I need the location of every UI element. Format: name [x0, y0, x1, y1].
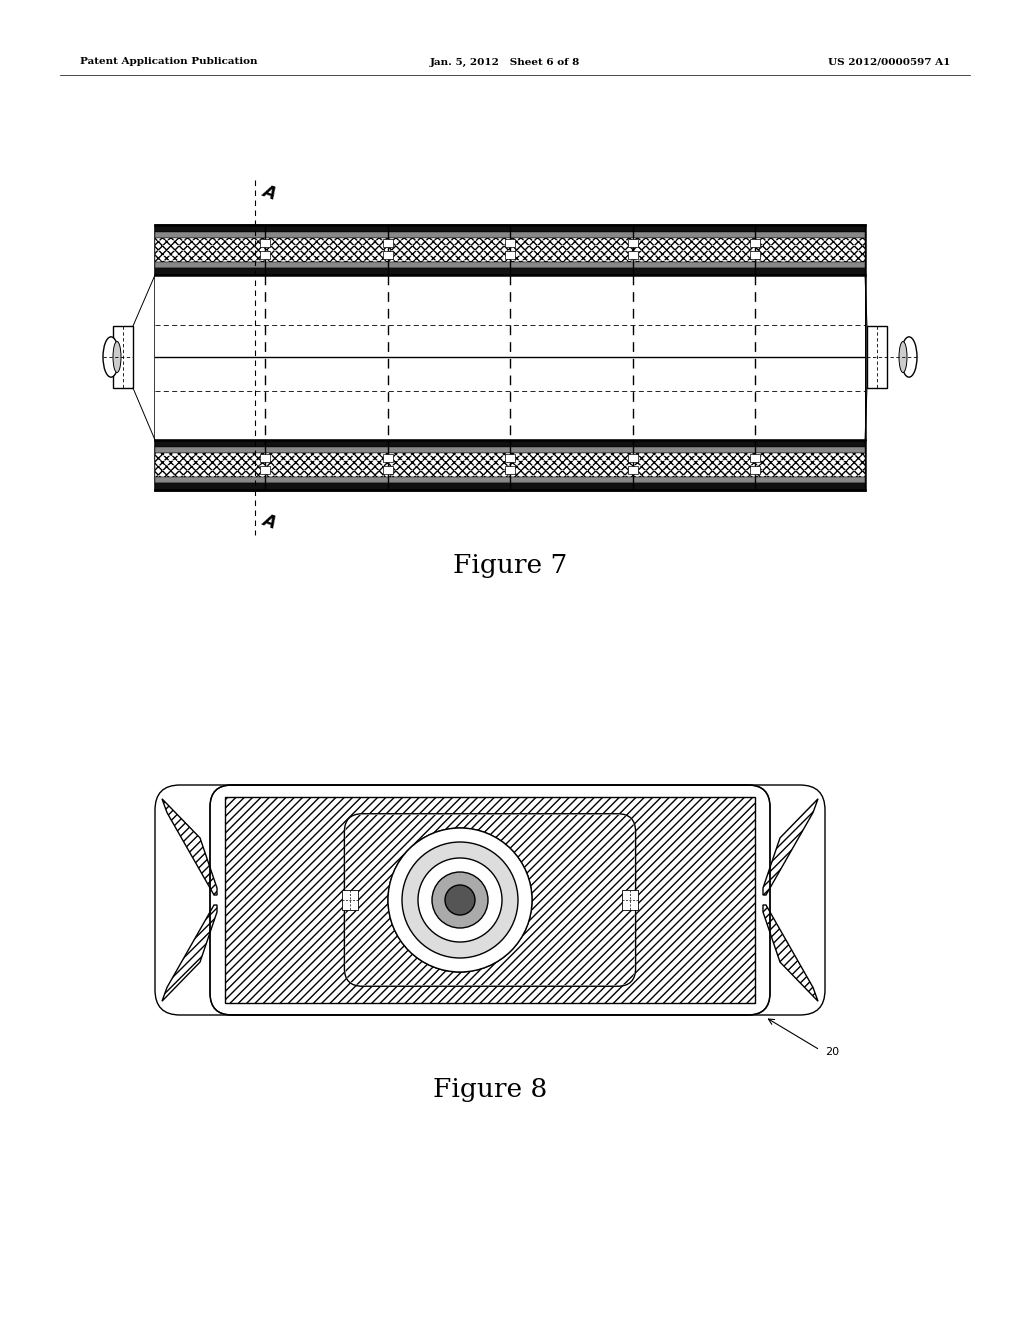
Bar — [505, 239, 515, 247]
Text: Jan. 5, 2012   Sheet 6 of 8: Jan. 5, 2012 Sheet 6 of 8 — [430, 58, 581, 66]
Bar — [113, 326, 133, 388]
Polygon shape — [763, 906, 818, 1001]
Bar — [342, 890, 358, 909]
Bar — [750, 454, 760, 462]
Bar — [505, 466, 515, 474]
Ellipse shape — [901, 337, 918, 378]
Bar — [155, 440, 865, 447]
Bar — [383, 239, 392, 247]
Circle shape — [402, 842, 518, 958]
Circle shape — [445, 884, 475, 915]
Bar — [155, 232, 865, 238]
Bar — [505, 454, 515, 462]
Bar — [628, 251, 638, 259]
Bar — [155, 261, 865, 268]
Text: A: A — [260, 511, 279, 533]
Bar — [260, 454, 270, 462]
Circle shape — [418, 858, 502, 942]
Bar — [383, 454, 392, 462]
Text: Figure 8: Figure 8 — [433, 1077, 547, 1102]
Ellipse shape — [899, 342, 907, 372]
Polygon shape — [763, 799, 818, 895]
Bar — [155, 238, 865, 261]
Bar — [628, 239, 638, 247]
Text: Figure 7: Figure 7 — [453, 553, 567, 578]
Bar — [155, 453, 865, 477]
Bar — [155, 268, 865, 275]
Polygon shape — [162, 799, 217, 895]
Bar — [750, 239, 760, 247]
Text: Patent Application Publication: Patent Application Publication — [80, 58, 257, 66]
Bar — [750, 251, 760, 259]
Bar — [750, 466, 760, 474]
Bar — [260, 466, 270, 474]
Ellipse shape — [103, 337, 119, 378]
Text: 20: 20 — [825, 1047, 839, 1057]
Circle shape — [402, 842, 518, 958]
Circle shape — [432, 873, 488, 928]
Bar — [155, 275, 865, 440]
FancyBboxPatch shape — [155, 785, 825, 1015]
Bar — [383, 466, 392, 474]
Circle shape — [418, 858, 502, 942]
Circle shape — [432, 873, 488, 928]
Bar — [867, 326, 887, 388]
Bar — [628, 454, 638, 462]
Polygon shape — [162, 906, 217, 1001]
Ellipse shape — [113, 342, 121, 372]
Bar — [155, 483, 865, 490]
Bar — [622, 890, 638, 909]
Bar — [155, 224, 865, 232]
Bar — [260, 239, 270, 247]
Bar — [155, 477, 865, 483]
Bar — [155, 224, 865, 490]
Bar — [383, 251, 392, 259]
Bar — [505, 251, 515, 259]
Bar — [155, 453, 865, 477]
Text: A: A — [260, 182, 279, 203]
Text: US 2012/0000597 A1: US 2012/0000597 A1 — [827, 58, 950, 66]
Circle shape — [445, 884, 475, 915]
Bar — [155, 238, 865, 261]
Bar — [155, 447, 865, 453]
Bar — [628, 466, 638, 474]
Polygon shape — [225, 797, 755, 1003]
Circle shape — [388, 828, 532, 972]
Circle shape — [388, 828, 532, 972]
FancyBboxPatch shape — [344, 813, 636, 986]
Bar — [260, 251, 270, 259]
Circle shape — [388, 828, 532, 972]
